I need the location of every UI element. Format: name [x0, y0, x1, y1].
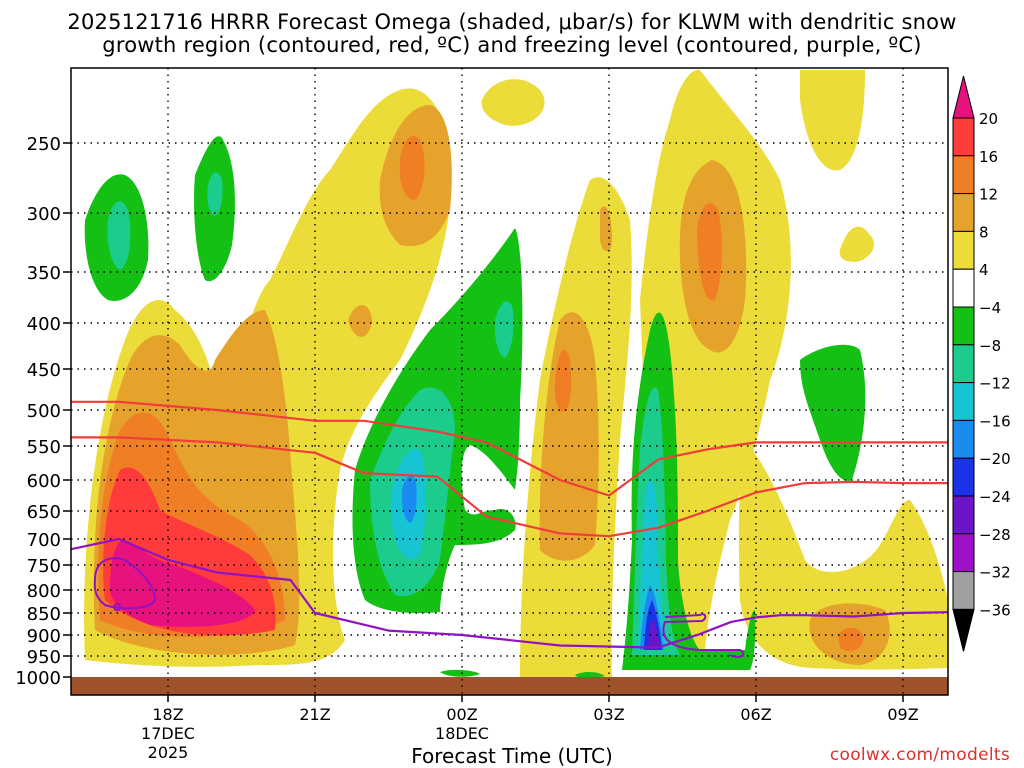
colorbar-label: −24: [979, 488, 1011, 506]
omega-region-positive: [539, 312, 599, 561]
colorbar-label: −8: [979, 337, 1001, 355]
colorbar-label: 8: [979, 223, 989, 241]
terrain-bar: [71, 677, 948, 695]
contour-dendritic-growth-region-12-c: [71, 400, 948, 497]
omega-region-positive: [697, 202, 722, 301]
colorbar-swatch: [952, 193, 975, 232]
omega-region-negative: [440, 669, 480, 677]
y-tick-label: 750: [27, 556, 61, 577]
y-tick-label: 800: [27, 581, 61, 602]
colorbar-swatch: [952, 457, 975, 497]
omega-region-negative: [207, 172, 223, 216]
y-tick-label: 850: [27, 604, 61, 625]
freezing-level-loop: [113, 602, 122, 612]
x-tick-label: 17DEC: [141, 724, 195, 743]
y-tick-label: 550: [27, 437, 61, 458]
colorbar-swatch: [952, 306, 975, 346]
omega-region-negative: [401, 476, 417, 523]
x-tick-label: 09Z: [887, 705, 918, 724]
y-tick-label: 500: [27, 401, 61, 422]
colorbar-swatch: [952, 344, 975, 384]
omega-region-negative: [800, 344, 866, 481]
colorbar-swatch: [952, 533, 975, 573]
freezing-level-loop: [93, 557, 157, 610]
omega-region-positive: [738, 440, 948, 670]
y-tick-label: 650: [27, 502, 61, 523]
colorbar-swatch: [952, 230, 975, 270]
y-tick-label: 900: [27, 626, 61, 647]
omega-region-positive: [839, 226, 875, 262]
contour-freezing-level-0-c: [71, 537, 948, 649]
y-tick-label: 600: [27, 471, 61, 492]
colorbar-label: 4: [979, 261, 989, 279]
x-tick-label: 18Z: [152, 705, 183, 724]
y-tick-label: 950: [27, 647, 61, 668]
omega-region-positive: [554, 349, 572, 412]
omega-region-positive: [800, 70, 865, 171]
y-tick-label: 400: [27, 314, 61, 335]
colorbar-label: 20: [979, 110, 998, 128]
colorbar-label: −4: [979, 299, 1001, 317]
colorbar-bottom-arrow: [952, 608, 975, 652]
plot-frame: [70, 67, 949, 696]
freezing-level-loops: [93, 557, 745, 659]
pressure-axis: 2503003504004505005506006507007508008509…: [15, 134, 71, 689]
omega-region-positive: [838, 627, 864, 652]
colorbar-label: 16: [979, 148, 998, 166]
y-tick-label: 450: [27, 360, 61, 381]
omega-region-positive: [399, 136, 425, 200]
colorbar-swatch: [952, 571, 975, 610]
omega-region-positive: [348, 305, 372, 337]
x-tick-label: 18DEC: [435, 724, 489, 743]
y-tick-label: 350: [27, 263, 61, 284]
chart-title-line-2: growth region (contoured, red, ºC) and f…: [102, 33, 922, 57]
x-tick-label: 2025: [148, 743, 189, 762]
colorbar-label: −28: [979, 526, 1011, 544]
colorbar-label: −12: [979, 375, 1011, 393]
colorbar-top-arrow: [952, 75, 975, 119]
colorbar-label: 12: [979, 186, 998, 204]
contour-lines: [71, 400, 948, 649]
contour-dendritic-growth-region-17-c: [71, 436, 948, 538]
omega-region-negative: [648, 620, 660, 648]
omega-region-positive: [481, 79, 545, 126]
y-tick-label: 700: [27, 530, 61, 551]
omega-region-negative: [494, 301, 514, 358]
colorbar-swatch: [952, 419, 975, 459]
x-tick-label: 21Z: [299, 705, 330, 724]
colorbar-label: −32: [979, 564, 1011, 582]
y-tick-label: 300: [27, 204, 61, 225]
x-tick-label: 03Z: [593, 705, 624, 724]
colorbar-swatch: [952, 495, 975, 535]
colorbar-swatch: [952, 268, 975, 308]
omega-region-negative: [107, 201, 131, 270]
colorbar-swatch: [952, 117, 975, 157]
y-tick-label: 250: [27, 134, 61, 155]
pressure-gridlines: [71, 68, 948, 695]
x-axis-label: Forecast Time (UTC): [411, 744, 613, 768]
x-tick-label: 06Z: [740, 705, 771, 724]
omega-colorbar: 20 16 12 8 4 −4 −8 −12 −16 −20 −24 −28 −32 −36: [952, 75, 1011, 652]
colorbar-swatch: [952, 382, 975, 421]
freezing-level-loop: [662, 613, 745, 659]
y-tick-label: 1000: [15, 668, 61, 689]
x-tick-label: 00Z: [446, 705, 477, 724]
colorbar-label: −20: [979, 450, 1011, 468]
colorbar-label: −36: [979, 601, 1011, 619]
omega-shading: [84, 69, 948, 681]
chart-title-line-1: 2025121716 HRRR Forecast Omega (shaded, …: [67, 10, 957, 34]
colorbar-label: −16: [979, 412, 1011, 430]
source-credit: coolwx.com/modelts: [829, 745, 1010, 765]
colorbar-swatch: [952, 155, 975, 195]
